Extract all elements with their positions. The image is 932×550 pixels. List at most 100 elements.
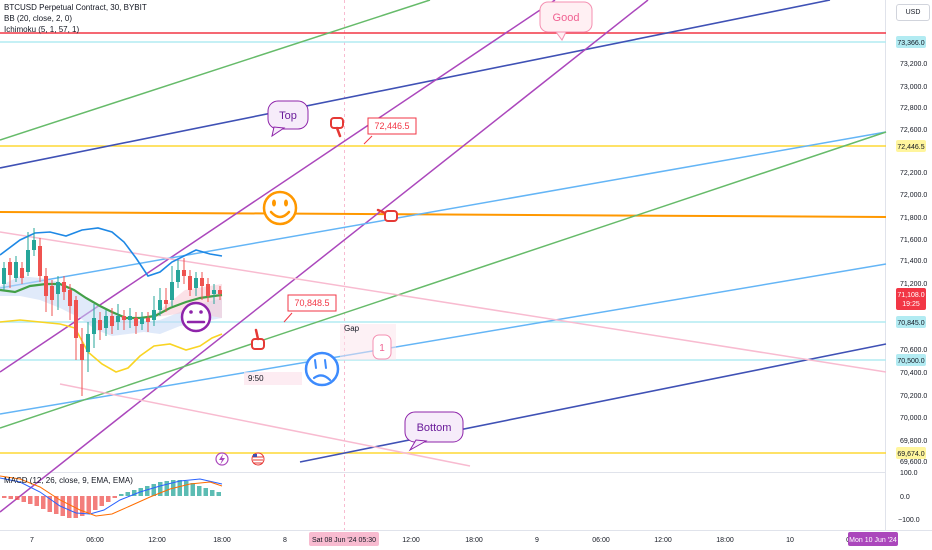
- price-tick-label: 71,600.0: [900, 237, 927, 244]
- callout-top-box[interactable]: [267, 100, 309, 130]
- candle-body: [200, 278, 204, 286]
- neutral-face-icon[interactable]: [180, 301, 212, 333]
- price-label-2-box[interactable]: [287, 294, 337, 312]
- candle-body: [170, 282, 174, 300]
- svg-text:70,500.0: 70,500.0: [897, 358, 924, 365]
- marker-one-box[interactable]: [372, 334, 392, 360]
- macd-histogram-bar: [132, 490, 137, 496]
- macd-histogram-bar: [184, 481, 189, 496]
- time-tick-label: 9: [535, 537, 539, 544]
- trendline-purple-lower[interactable]: [0, 0, 649, 513]
- macd-histogram-bar: [119, 494, 124, 496]
- trendline-navy-lower[interactable]: [299, 343, 887, 463]
- trendline-pink-lower[interactable]: [59, 383, 471, 467]
- trendline-lightblue-lower[interactable]: [0, 263, 887, 415]
- bb-upper-band: [0, 227, 223, 277]
- indicator-bb-label[interactable]: BB (20, close, 2, 0): [4, 14, 73, 23]
- ichimoku-cloud: [0, 276, 222, 336]
- us-flag-event-icon[interactable]: [251, 452, 265, 466]
- macd-histogram-bar: [73, 496, 78, 518]
- gap-label: Gap: [344, 324, 360, 333]
- candle-body: [38, 246, 42, 276]
- sad-face-icon[interactable]: [304, 351, 340, 387]
- callout-bottom-text: Bottom: [417, 422, 452, 434]
- time-tick-label: 12:00: [654, 537, 672, 544]
- macd-histogram-bar: [15, 496, 20, 500]
- candle-body: [68, 290, 72, 306]
- svg-text:71,108.0: 71,108.0: [897, 292, 924, 299]
- macd-histogram-bar: [158, 482, 163, 496]
- svg-text:70,845.0: 70,845.0: [897, 320, 924, 327]
- candle-body: [62, 282, 66, 292]
- candle-body: [128, 316, 132, 320]
- macd-histogram-bar: [41, 496, 46, 509]
- time-tick-label: 8: [283, 537, 287, 544]
- time-right-badge: [848, 532, 898, 546]
- candle-body: [104, 316, 108, 328]
- macd-histogram-bar: [8, 496, 13, 499]
- macd-tick-100: 100.0: [900, 470, 918, 477]
- currency-button[interactable]: USD: [896, 4, 930, 21]
- time-note-text: 9:50: [248, 374, 264, 383]
- price-label-1-pointer: [363, 135, 373, 145]
- indicator-ichimoku-label[interactable]: Ichimoku (5, 1, 57, 1): [4, 25, 80, 34]
- callout-top-text: Top: [279, 110, 297, 122]
- smiley-happy-icon[interactable]: [262, 190, 298, 226]
- candle-body: [134, 318, 138, 326]
- lightning-event-icon[interactable]: [215, 452, 229, 466]
- candle-body: [206, 284, 210, 296]
- trendline-pink-upper[interactable]: [0, 231, 887, 373]
- callout-good-tail: [555, 31, 567, 41]
- svg-text:73,366.0: 73,366.0: [897, 40, 924, 47]
- trendline-navy-upper[interactable]: [0, 0, 831, 169]
- macd-line: [0, 477, 223, 515]
- level-line-orange[interactable]: [0, 211, 887, 218]
- macd-histogram-bar: [54, 496, 59, 514]
- hand-pointer-icon-mid[interactable]: [376, 208, 398, 222]
- price-axis-ticks: 73,200.0 73,000.0 72,800.0 72,600.0 72,200.0…: [900, 61, 927, 466]
- price-label-1-box[interactable]: [367, 117, 417, 135]
- time-crosshair-badge: [309, 532, 379, 546]
- hand-pointer-icon-top[interactable]: [330, 117, 344, 138]
- callout-bottom-box[interactable]: [404, 411, 464, 443]
- macd-histogram-bar: [99, 496, 104, 506]
- price-tick-label: 72,000.0: [900, 192, 927, 199]
- svg-text:69,674.0: 69,674.0: [897, 451, 924, 458]
- macd-histogram-bar: [177, 480, 182, 496]
- candle-body: [2, 268, 6, 284]
- macd-histogram-bar: [93, 496, 98, 510]
- time-tick-label: 06:00: [592, 537, 610, 544]
- price-badge-69674: 69,674.0: [896, 447, 926, 459]
- trendline-lightblue-upper[interactable]: [0, 131, 887, 289]
- price-label-1-text: 72,446.5: [374, 121, 409, 131]
- price-tick-label: 72,600.0: [900, 127, 927, 134]
- macd-histogram-bar: [145, 486, 150, 496]
- hand-pointer-icon-low[interactable]: [251, 328, 265, 350]
- price-tick-label: 70,400.0: [900, 370, 927, 377]
- price-tick-label: 72,200.0: [900, 170, 927, 177]
- candle-body: [146, 318, 150, 322]
- macd-histogram-bar: [190, 483, 195, 496]
- time-tick-label: 7: [30, 537, 34, 544]
- indicator-macd-label[interactable]: MACD (12, 26, close, 9, EMA, EMA): [4, 476, 133, 485]
- callout-bottom-tail: [408, 439, 428, 452]
- macd-histogram-bar: [47, 496, 52, 512]
- candle-body: [194, 278, 198, 288]
- price-label-2-text: 70,848.5: [294, 298, 329, 308]
- trendline-green-upper[interactable]: [0, 0, 431, 141]
- price-badge-70500: 70,500.0: [896, 354, 926, 366]
- candlesticks: [2, 228, 222, 396]
- candle-body: [158, 300, 162, 310]
- candle-body: [98, 320, 102, 330]
- candle-body: [140, 318, 144, 324]
- svg-text:19:25: 19:25: [902, 301, 920, 308]
- macd-histogram-bar: [203, 488, 208, 496]
- candle-body: [92, 318, 96, 334]
- candle-body: [188, 276, 192, 290]
- macd-histogram-bar: [106, 496, 111, 502]
- ichimoku-lagging-line: [0, 319, 223, 373]
- trendline-green-lower[interactable]: [0, 131, 887, 429]
- candle-body: [218, 290, 222, 294]
